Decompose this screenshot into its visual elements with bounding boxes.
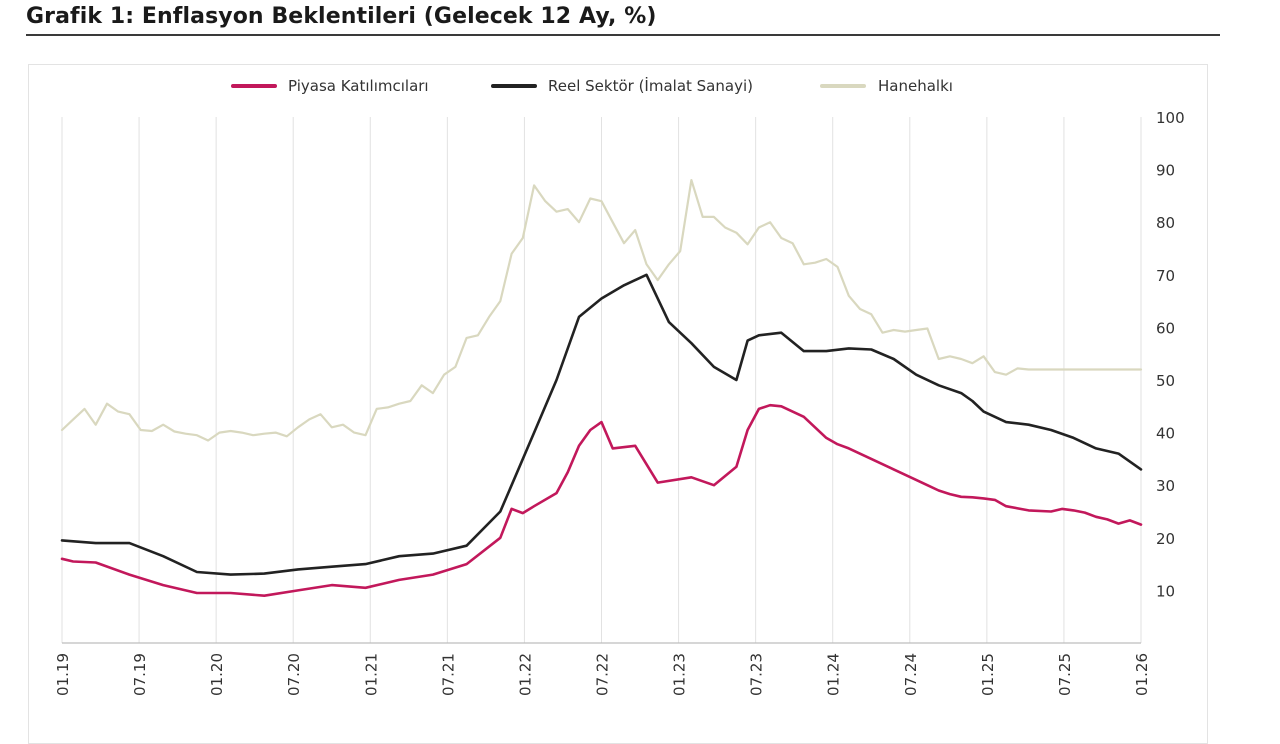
x-tick-label: 01.19	[54, 653, 72, 696]
x-tick-label: 01.20	[208, 653, 226, 696]
x-tick-label: 07.24	[902, 653, 920, 696]
x-tick-label: 01.26	[1133, 653, 1151, 696]
y-tick-label: 20	[1156, 530, 1175, 548]
series-line-2	[60, 273, 1143, 576]
x-tick-label: 01.22	[516, 653, 534, 696]
y-tick-label: 90	[1156, 162, 1175, 180]
x-tick-label: 01.23	[671, 653, 689, 696]
title-rule	[26, 34, 1220, 36]
legend-label: Hanehalkı	[878, 77, 953, 95]
x-tick-label: 07.19	[131, 653, 149, 696]
y-tick-label: 60	[1156, 319, 1175, 337]
inflation-expectations-chart: 10 20 30 40 50 60 70 80 90 100 01.19 07.19 01.20 07.2…	[54, 76, 1185, 696]
series-line-3	[60, 179, 1143, 442]
x-tick-label: 07.25	[1056, 653, 1074, 696]
x-tick-label: 01.24	[825, 653, 843, 696]
y-tick-label: 10	[1156, 582, 1175, 600]
y-tick-label: 30	[1156, 477, 1175, 495]
y-tick-label: 100	[1156, 109, 1185, 127]
legend-label: Reel Sektör (İmalat Sanayi)	[548, 76, 753, 95]
x-tick-label: 01.21	[362, 653, 380, 696]
page-title: Grafik 1: Enflasyon Beklentileri (Gelece…	[26, 4, 657, 29]
x-tick-label: 01.25	[979, 653, 997, 696]
x-tick-label: 07.23	[748, 653, 766, 696]
y-tick-label: 70	[1156, 267, 1175, 285]
legend-label: Piyasa Katılımcıları	[288, 77, 429, 95]
y-tick-label: 50	[1156, 372, 1175, 390]
y-tick-label: 80	[1156, 214, 1175, 232]
series-line-1	[60, 403, 1143, 597]
x-tick-label: 07.20	[285, 653, 303, 696]
x-tick-label: 07.21	[439, 653, 457, 696]
x-tick-label: 07.22	[594, 653, 612, 696]
y-tick-label: 40	[1156, 425, 1175, 443]
